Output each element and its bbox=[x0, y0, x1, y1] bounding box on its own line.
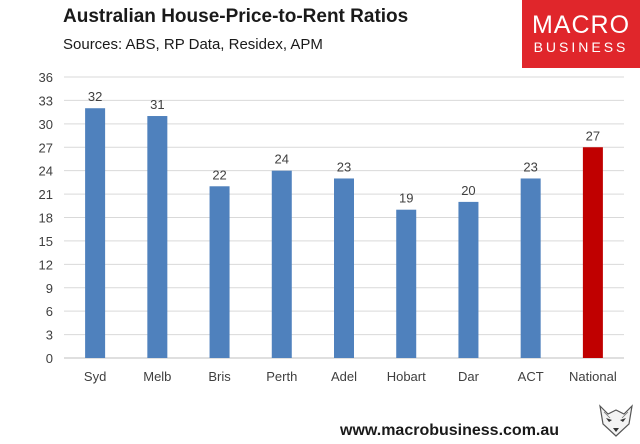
bar bbox=[271, 170, 292, 358]
data-label: 32 bbox=[88, 89, 102, 104]
data-label: 31 bbox=[150, 97, 164, 112]
logo-text-macro: MACRO bbox=[531, 11, 631, 39]
y-tick-label: 21 bbox=[39, 187, 53, 202]
x-tick-label: Syd bbox=[84, 369, 106, 384]
y-tick-label: 15 bbox=[39, 234, 53, 249]
website-url: www.macrobusiness.com.au bbox=[340, 422, 560, 439]
y-tick-label: 33 bbox=[39, 93, 53, 108]
x-tick-label: Dar bbox=[458, 369, 480, 384]
bar bbox=[582, 147, 603, 358]
logo-text-business: BUSINESS bbox=[533, 39, 629, 55]
chart-subtitle: Sources: ABS, RP Data, Residex, APM bbox=[63, 36, 323, 53]
data-label: 24 bbox=[275, 152, 289, 167]
bar bbox=[334, 178, 354, 358]
y-tick-label: 6 bbox=[46, 304, 53, 319]
y-tick-label: 3 bbox=[46, 328, 53, 343]
data-label: 20 bbox=[461, 183, 475, 198]
chart-title: Australian House-Price-to-Rent Ratios bbox=[63, 6, 409, 27]
bar bbox=[147, 116, 168, 359]
y-tick-label: 12 bbox=[39, 257, 53, 272]
y-tick-label: 27 bbox=[39, 140, 53, 155]
macro-business-logo: MACRO BUSINESS bbox=[522, 0, 640, 68]
wolf-icon bbox=[599, 404, 633, 437]
x-tick-label: ACT bbox=[518, 369, 544, 384]
data-label: 19 bbox=[399, 191, 413, 206]
x-tick-label: Melb bbox=[143, 369, 171, 384]
y-tick-label: 30 bbox=[39, 117, 53, 132]
x-tick-label: Adel bbox=[331, 369, 357, 384]
data-label: 23 bbox=[337, 159, 351, 174]
x-tick-label: Bris bbox=[208, 369, 231, 384]
y-tick-label: 18 bbox=[39, 211, 53, 226]
bar bbox=[520, 178, 541, 358]
x-tick-label: National bbox=[569, 369, 617, 384]
data-label: 22 bbox=[212, 167, 226, 182]
bar bbox=[458, 201, 479, 358]
x-tick-label: Perth bbox=[266, 369, 297, 384]
y-tick-label: 0 bbox=[46, 351, 53, 366]
bar bbox=[209, 186, 230, 358]
x-tick-label: Hobart bbox=[387, 369, 426, 384]
data-label: 23 bbox=[523, 159, 537, 174]
y-tick-label: 24 bbox=[39, 164, 53, 179]
y-tick-label: 36 bbox=[39, 70, 53, 85]
y-tick-label: 9 bbox=[46, 281, 53, 296]
bar bbox=[396, 209, 417, 358]
bar bbox=[85, 108, 106, 358]
data-label: 27 bbox=[586, 128, 600, 143]
